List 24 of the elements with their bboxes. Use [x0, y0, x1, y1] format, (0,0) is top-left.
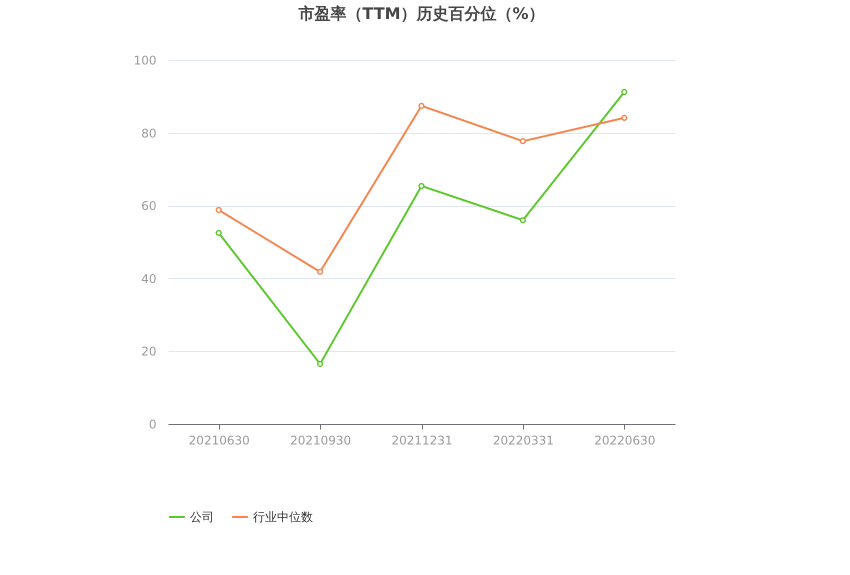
y-tick-label: 100	[134, 54, 156, 68]
x-tick-label: 20211231	[391, 434, 453, 448]
point	[216, 230, 222, 236]
point	[520, 217, 526, 224]
x-tick-label: 20210930	[290, 434, 352, 448]
x-tick-label: 20220331	[492, 434, 554, 448]
point	[418, 182, 425, 190]
y-tick-label: 60	[141, 199, 156, 214]
legend-label: 公司	[190, 510, 214, 524]
point	[317, 360, 324, 368]
point	[621, 88, 628, 96]
y-tick-label: 20	[141, 344, 156, 359]
y-tick-label: 40	[141, 272, 156, 286]
point	[317, 268, 324, 275]
x-tick-label: 20220630	[594, 434, 656, 448]
chart-title: 市盈率（TTM）历史百分位（%）	[297, 4, 545, 23]
point	[520, 138, 526, 144]
point	[216, 206, 222, 214]
y-tick-label: 0	[148, 418, 156, 432]
point	[418, 102, 425, 109]
point	[621, 114, 628, 121]
legend-label: 行业中位数	[253, 510, 313, 524]
x-tick-label: 20210630	[188, 434, 250, 448]
y-tick-label: 80	[141, 126, 156, 140]
